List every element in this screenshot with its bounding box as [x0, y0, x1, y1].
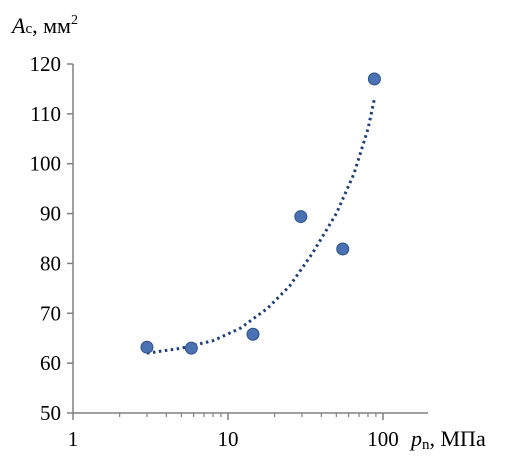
x-axis-ticks: 1 10 100	[68, 413, 399, 451]
y-tick-label: 90	[40, 202, 61, 226]
trendline	[146, 98, 376, 355]
y-axis-superscript: 2	[71, 13, 78, 28]
x-axis-unit: , МПа	[430, 426, 486, 451]
x-tick-label: 100	[367, 427, 399, 451]
data-point	[184, 341, 198, 355]
data-point	[294, 210, 308, 224]
y-tick-label: 110	[30, 102, 61, 126]
x-axis-symbol: p	[409, 426, 422, 451]
y-axis-subscript: c	[25, 21, 32, 37]
y-axis-unit: , мм	[32, 13, 71, 38]
trendline-layer	[146, 98, 376, 355]
x-axis-title: pn, МПа	[409, 426, 486, 453]
y-tick-label: 70	[40, 301, 61, 325]
data-point	[246, 327, 260, 341]
data-point	[336, 242, 350, 256]
x-axis-subscript: n	[422, 437, 430, 453]
y-tick-label: 100	[30, 152, 62, 176]
y-tick-label: 80	[40, 251, 61, 275]
y-tick-label: 60	[40, 351, 61, 375]
y-axis-title: Ac, мм2	[10, 13, 78, 38]
data-points	[140, 72, 381, 355]
y-tick-label: 50	[40, 401, 61, 425]
y-tick-label: 120	[30, 52, 62, 76]
x-tick-label: 1	[68, 427, 79, 451]
y-axis-symbol: A	[10, 13, 26, 38]
data-point	[140, 340, 154, 354]
x-tick-label: 10	[218, 427, 239, 451]
y-axis-ticks: 50 60 70 80 90 100 110 120	[30, 52, 73, 425]
data-point	[367, 72, 381, 86]
axes	[72, 64, 428, 414]
